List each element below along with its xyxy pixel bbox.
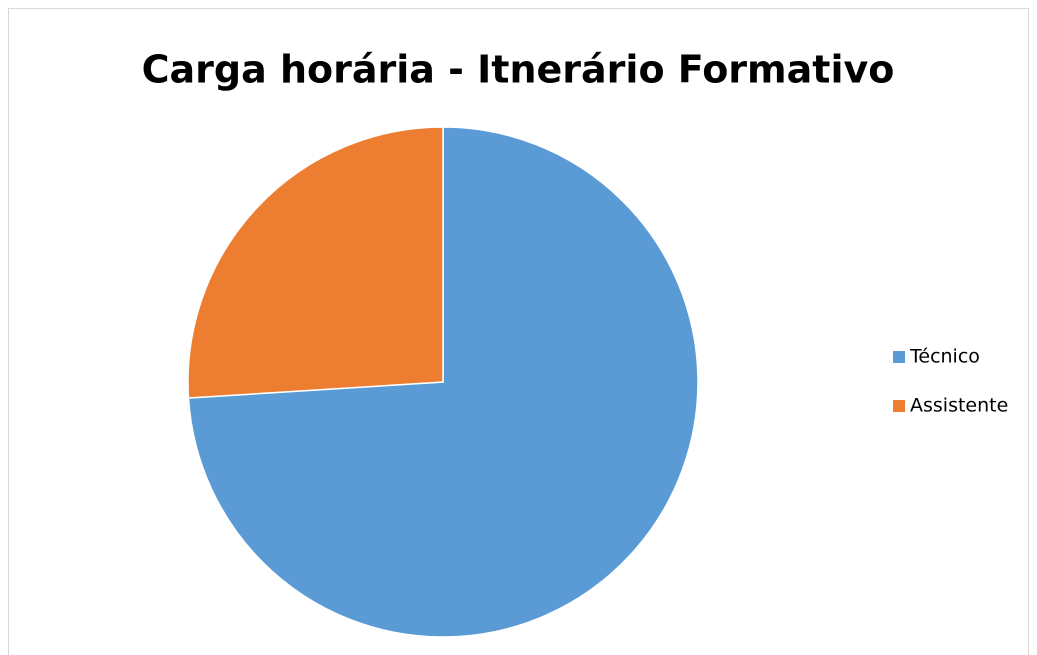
pie-slice (187, 126, 444, 399)
legend-label: Técnico (909, 346, 980, 368)
legend-swatch (893, 351, 905, 363)
legend-label: Assistente (910, 395, 1008, 417)
legend-swatch (893, 400, 905, 412)
chart-title: Carga horária - Itnerário Formativo (142, 48, 895, 92)
